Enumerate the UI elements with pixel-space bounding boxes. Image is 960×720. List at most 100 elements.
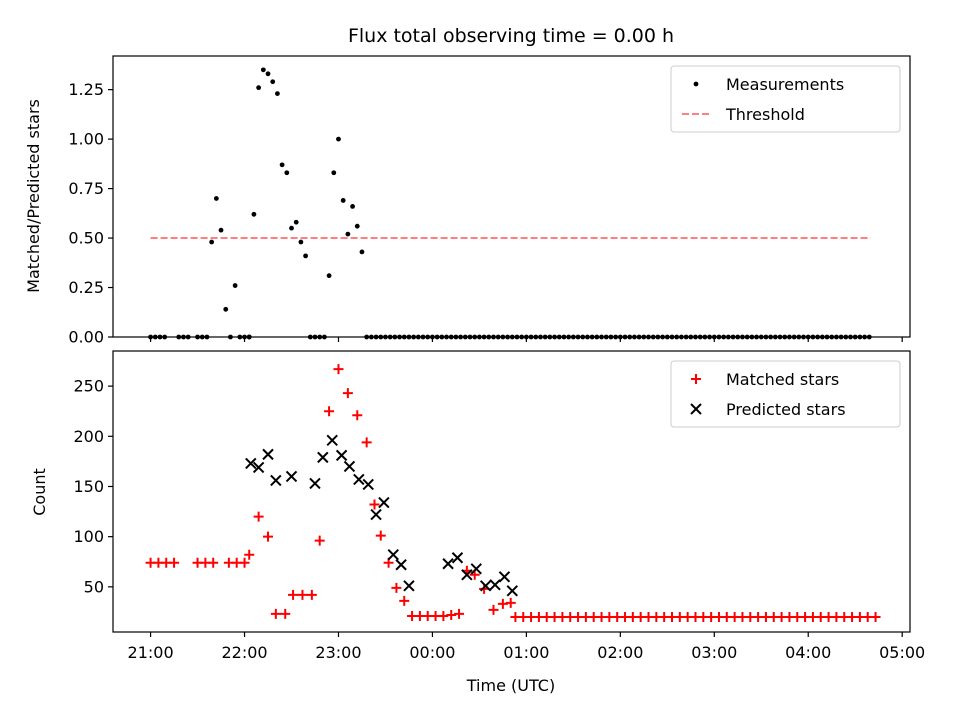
predicted-star-point bbox=[489, 579, 501, 591]
matched-star-point bbox=[870, 611, 881, 622]
measurement-point bbox=[199, 334, 205, 340]
measurement-point bbox=[603, 334, 609, 340]
measurement-point bbox=[622, 334, 628, 340]
measurement-point bbox=[354, 223, 360, 229]
measurement-point bbox=[599, 334, 604, 340]
top-y-tick-label: 0.75 bbox=[68, 179, 104, 198]
predicted-star-point bbox=[245, 457, 257, 470]
matched-star-point bbox=[399, 595, 410, 606]
matched-star-point bbox=[505, 597, 516, 608]
top-legend-box bbox=[670, 65, 901, 133]
measurement-point bbox=[852, 334, 858, 340]
measurement-point bbox=[561, 334, 567, 340]
measurement-point bbox=[176, 334, 182, 340]
measurement-point bbox=[857, 334, 863, 340]
measurement-point bbox=[843, 334, 849, 340]
measurement-point bbox=[834, 334, 839, 340]
measurement-point bbox=[213, 196, 219, 201]
predicted-star-point bbox=[262, 448, 274, 461]
measurement-point bbox=[505, 334, 510, 340]
measurement-point bbox=[552, 334, 557, 340]
measurement-point bbox=[336, 136, 341, 142]
measurement-point bbox=[218, 227, 224, 233]
measurement-point bbox=[359, 249, 365, 255]
top-y-axis-label: Matched/Predicted stars bbox=[24, 99, 43, 293]
measurement-point bbox=[453, 334, 459, 340]
matched-star-point bbox=[438, 610, 449, 621]
measurement-point bbox=[617, 334, 623, 340]
measurement-point bbox=[575, 334, 581, 340]
measurement-point bbox=[256, 85, 262, 91]
measurement-point bbox=[556, 334, 562, 340]
bottom-legend-label: Matched stars bbox=[726, 370, 839, 389]
measurement-point bbox=[824, 334, 830, 340]
predicted-star-point bbox=[370, 508, 382, 521]
measurement-point bbox=[697, 334, 703, 340]
measurement-point bbox=[528, 334, 534, 340]
measurement-point bbox=[782, 334, 788, 340]
measurement-point bbox=[350, 203, 355, 209]
measurement-point bbox=[819, 334, 825, 340]
measurement-point bbox=[725, 334, 731, 340]
matched-star-point bbox=[314, 535, 325, 546]
measurement-point bbox=[533, 334, 539, 340]
measurement-point bbox=[585, 334, 590, 340]
top-legend-marker bbox=[693, 81, 699, 87]
measurement-point bbox=[716, 334, 722, 340]
bottom-y-axis-label: Count bbox=[30, 468, 49, 516]
matched-star-point bbox=[333, 364, 344, 375]
measurement-point bbox=[368, 334, 374, 340]
predicted-star-point bbox=[442, 558, 454, 570]
predicted-star-point bbox=[395, 559, 407, 571]
measurement-point bbox=[674, 334, 680, 340]
measurement-point bbox=[157, 334, 163, 340]
matched-star-point bbox=[391, 582, 402, 593]
predicted-star-point bbox=[506, 585, 518, 597]
measurement-point bbox=[772, 334, 778, 340]
matched-star-point bbox=[375, 530, 386, 541]
measurement-point bbox=[589, 334, 595, 340]
measurement-point bbox=[326, 273, 332, 279]
top-y-tick-label: 1.25 bbox=[68, 80, 104, 99]
measurement-point bbox=[613, 334, 619, 340]
bottom-legend-marker bbox=[690, 403, 702, 415]
measurement-point bbox=[148, 334, 153, 340]
measurement-point bbox=[509, 334, 515, 340]
measurement-point bbox=[279, 162, 285, 168]
measurement-point bbox=[801, 334, 806, 340]
predicted-star-point bbox=[317, 451, 329, 464]
measurement-point bbox=[664, 334, 670, 340]
measurement-point bbox=[566, 334, 572, 340]
bottom-x-tick-label: 04:00 bbox=[785, 643, 831, 662]
measurement-point bbox=[246, 334, 252, 340]
predicted-star-point bbox=[285, 470, 298, 483]
measurement-point bbox=[275, 91, 280, 96]
measurement-point bbox=[392, 334, 398, 340]
predicted-star-point bbox=[252, 461, 265, 474]
bottom-legend-marker bbox=[691, 374, 701, 384]
measurement-point bbox=[237, 334, 243, 340]
bottom-x-tick-label: 02:00 bbox=[597, 643, 643, 662]
top-y-tick-label: 0.00 bbox=[68, 328, 104, 347]
measurement-point bbox=[740, 334, 745, 340]
measurement-point bbox=[425, 334, 431, 340]
measurement-point bbox=[434, 334, 440, 340]
measurement-point bbox=[636, 334, 642, 340]
matched-star-point bbox=[288, 589, 299, 600]
bottom-x-tick-label: 01:00 bbox=[503, 643, 549, 662]
measurement-point bbox=[477, 334, 482, 340]
measurement-point bbox=[608, 334, 614, 340]
measurement-point bbox=[848, 334, 853, 340]
measurement-point bbox=[688, 334, 694, 340]
measurement-point bbox=[481, 334, 487, 340]
measurement-point bbox=[763, 334, 769, 340]
matched-star-point bbox=[280, 608, 291, 619]
matched-star-point bbox=[263, 531, 274, 542]
bottom-legend-box bbox=[670, 360, 901, 428]
bottom-x-tick-label: 22:00 bbox=[221, 643, 267, 662]
measurement-point bbox=[152, 334, 158, 340]
measurement-point bbox=[312, 334, 318, 340]
measurement-point bbox=[209, 239, 215, 245]
matched-star-point bbox=[239, 557, 250, 568]
